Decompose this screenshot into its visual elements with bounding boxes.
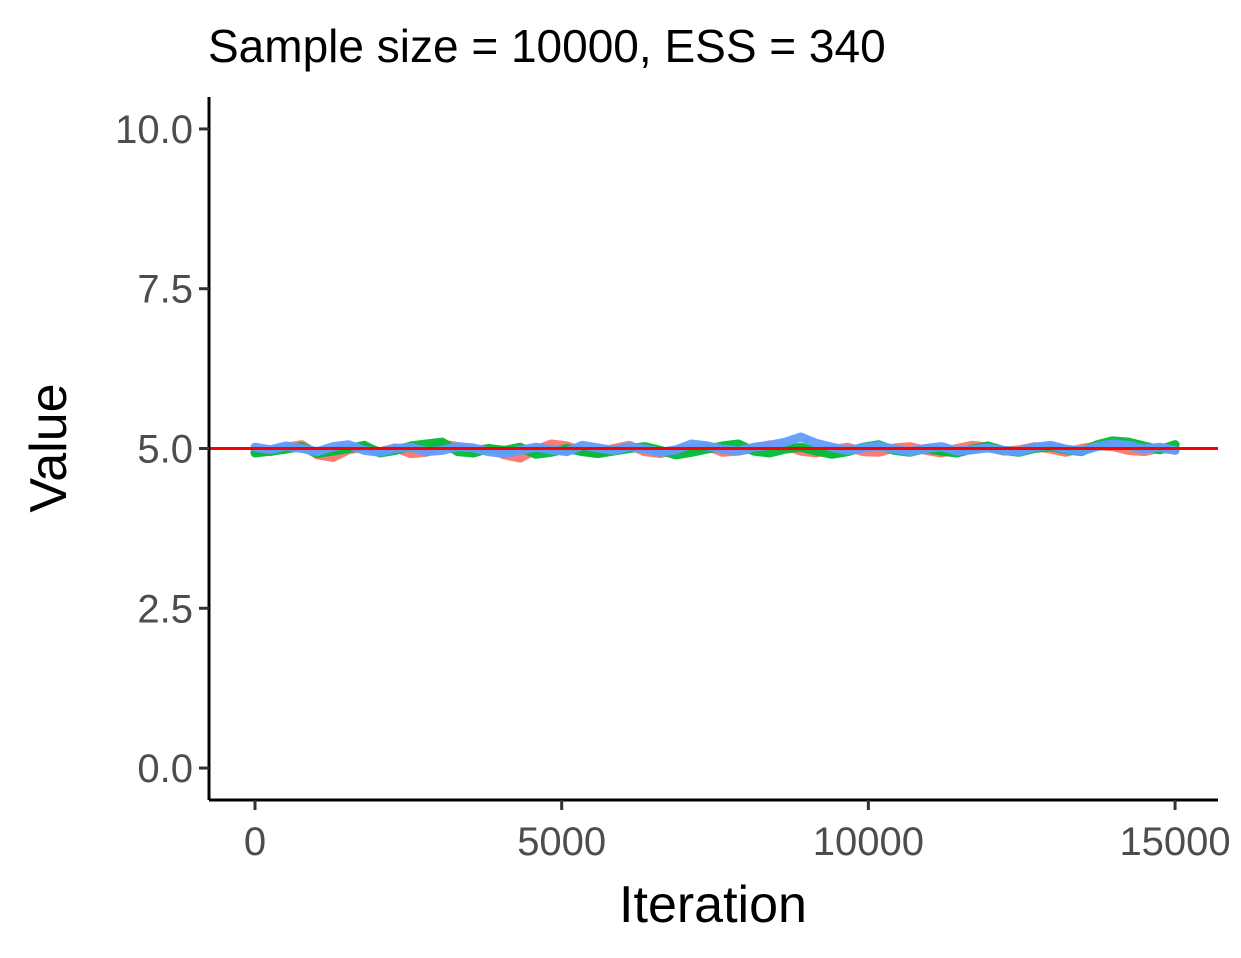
y-axis-ticks: 0.0 2.5 5.0 7.5 10.0: [115, 108, 209, 791]
y-tick-label: 0.0: [137, 747, 193, 791]
y-tick-label: 5.0: [137, 428, 193, 472]
y-tick-label: 2.5: [137, 587, 193, 631]
x-tick-label: 0: [244, 820, 266, 864]
chart-title: Sample size = 10000, ESS = 340: [208, 20, 886, 72]
x-axis-title: Iteration: [619, 876, 807, 934]
x-tick-label: 10000: [813, 820, 924, 864]
x-axis-ticks: 0 5000 10000 15000: [244, 800, 1231, 864]
trace-series-3: [250, 432, 1180, 459]
x-tick-label: 15000: [1119, 820, 1230, 864]
y-axis-title: Value: [20, 383, 78, 512]
y-tick-label: 10.0: [115, 108, 193, 152]
y-tick-label: 7.5: [137, 268, 193, 312]
x-tick-label: 5000: [517, 820, 606, 864]
